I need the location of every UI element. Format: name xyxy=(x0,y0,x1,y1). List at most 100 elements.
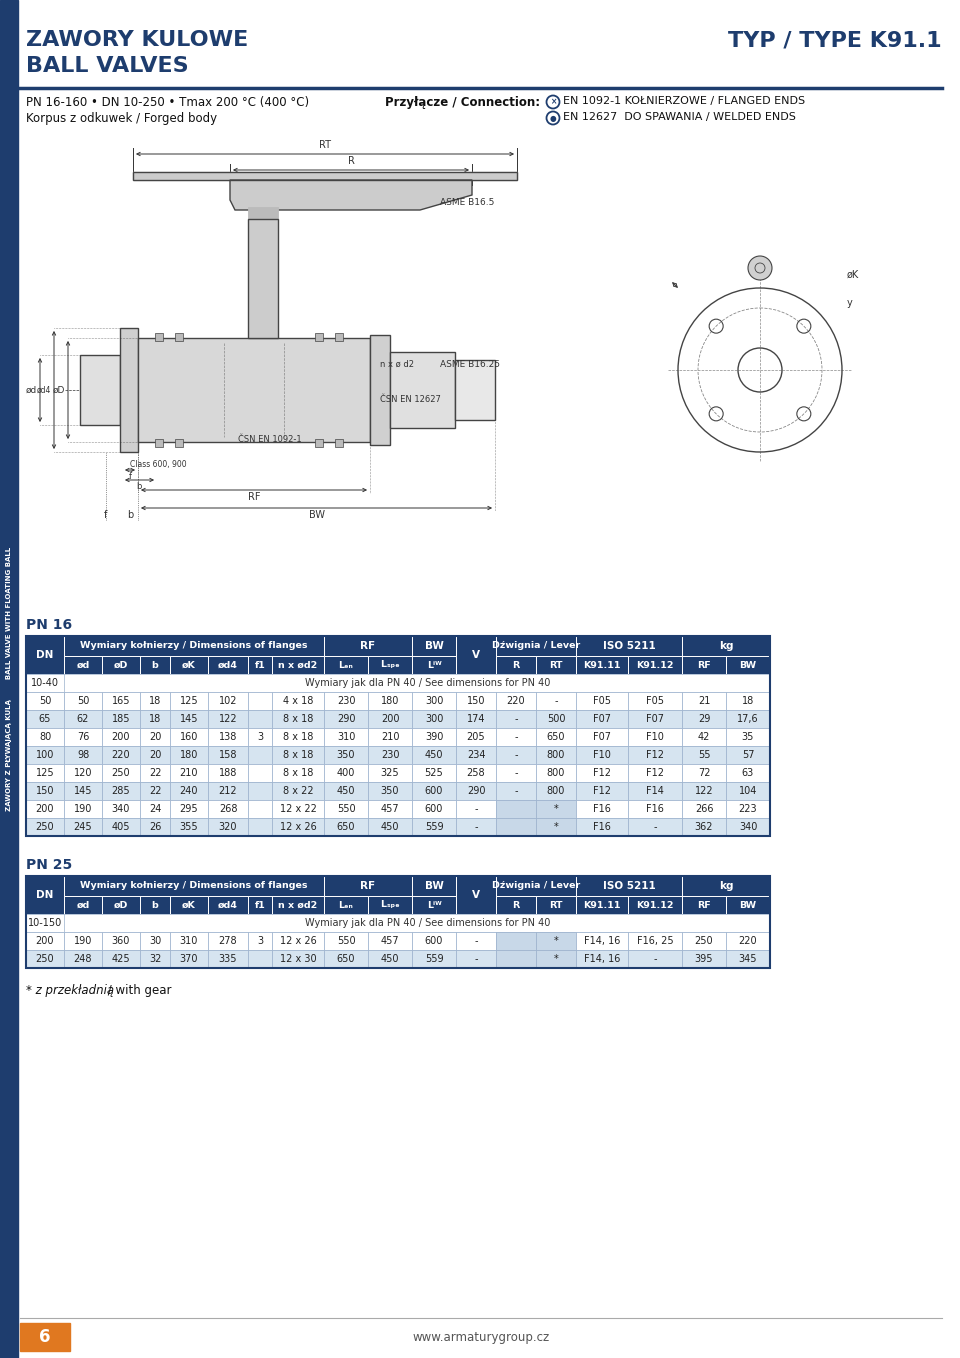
Bar xyxy=(496,746,536,765)
Text: Lₛₚₑ⁣: Lₛₚₑ⁣ xyxy=(381,900,399,910)
Text: 350: 350 xyxy=(381,786,399,796)
Bar xyxy=(324,782,368,800)
Bar xyxy=(248,800,272,818)
Bar xyxy=(248,818,272,837)
Text: 600: 600 xyxy=(425,936,444,947)
Bar xyxy=(368,800,412,818)
Text: 145: 145 xyxy=(74,786,92,796)
Bar xyxy=(324,765,368,782)
Bar xyxy=(682,636,770,656)
Text: 525: 525 xyxy=(424,769,444,778)
Bar xyxy=(272,728,324,746)
Bar xyxy=(248,932,272,951)
Text: F16: F16 xyxy=(593,804,611,813)
Bar xyxy=(726,656,770,674)
Bar xyxy=(536,728,576,746)
Bar xyxy=(628,746,682,765)
Bar xyxy=(412,746,456,765)
Bar xyxy=(576,728,628,746)
Bar xyxy=(102,765,140,782)
Text: 240: 240 xyxy=(180,786,199,796)
Bar xyxy=(248,206,278,219)
Text: 250: 250 xyxy=(36,955,55,964)
Bar xyxy=(536,746,576,765)
Text: K91.11: K91.11 xyxy=(584,660,621,669)
Text: Lⁱᵂ: Lⁱᵂ xyxy=(426,900,442,910)
Text: BALL VALVES: BALL VALVES xyxy=(26,56,188,76)
Text: 800: 800 xyxy=(547,769,565,778)
Text: 21: 21 xyxy=(698,697,710,706)
Text: V: V xyxy=(472,650,480,660)
Bar xyxy=(64,896,102,914)
Text: 8 x 18: 8 x 18 xyxy=(283,732,313,741)
Text: 158: 158 xyxy=(219,750,237,760)
Bar xyxy=(368,951,412,968)
Bar xyxy=(80,354,120,425)
Bar xyxy=(496,693,536,710)
Bar xyxy=(496,876,576,896)
Bar xyxy=(315,333,323,341)
Bar xyxy=(412,656,456,674)
Text: 20: 20 xyxy=(149,750,161,760)
Bar xyxy=(368,728,412,746)
Text: 310: 310 xyxy=(337,732,355,741)
Text: 600: 600 xyxy=(425,786,444,796)
Text: RT: RT xyxy=(549,900,563,910)
Bar xyxy=(682,800,726,818)
Bar xyxy=(248,728,272,746)
Text: 10-40: 10-40 xyxy=(31,678,59,689)
Text: øD: øD xyxy=(53,386,65,395)
Bar xyxy=(248,782,272,800)
Bar xyxy=(170,932,208,951)
Text: 50: 50 xyxy=(38,697,51,706)
Bar xyxy=(536,951,576,968)
Text: 12 x 26: 12 x 26 xyxy=(279,822,317,832)
Text: f: f xyxy=(105,511,108,520)
Text: 450: 450 xyxy=(381,955,399,964)
Text: 350: 350 xyxy=(337,750,355,760)
Bar xyxy=(456,932,496,951)
Bar xyxy=(64,710,102,728)
Text: -: - xyxy=(515,714,517,724)
Text: 3: 3 xyxy=(257,936,263,947)
Text: 250: 250 xyxy=(36,822,55,832)
Text: F10: F10 xyxy=(593,750,611,760)
Text: 18: 18 xyxy=(149,714,161,724)
Text: øK: øK xyxy=(182,900,196,910)
Bar xyxy=(412,693,456,710)
Text: * z przekładnią: * z przekładnią xyxy=(26,985,114,997)
Bar xyxy=(208,896,248,914)
Text: R: R xyxy=(513,660,519,669)
Text: BW: BW xyxy=(424,641,444,650)
Bar xyxy=(628,710,682,728)
Bar xyxy=(248,951,272,968)
Text: 205: 205 xyxy=(467,732,486,741)
Bar xyxy=(170,818,208,837)
Text: 650: 650 xyxy=(337,822,355,832)
Bar xyxy=(272,896,324,914)
Text: ČSN EN 12627: ČSN EN 12627 xyxy=(380,395,441,403)
Bar xyxy=(576,765,628,782)
Text: F07: F07 xyxy=(593,732,611,741)
Text: 248: 248 xyxy=(74,955,92,964)
Bar xyxy=(628,800,682,818)
Bar xyxy=(324,746,368,765)
Bar xyxy=(26,800,64,818)
Text: 150: 150 xyxy=(467,697,485,706)
Text: 210: 210 xyxy=(180,769,199,778)
Text: F10: F10 xyxy=(646,732,664,741)
Text: 340: 340 xyxy=(739,822,757,832)
Bar xyxy=(175,439,183,447)
Text: Przyłącze / Connection:: Przyłącze / Connection: xyxy=(385,96,540,109)
Bar xyxy=(26,914,64,932)
Text: 188: 188 xyxy=(219,769,237,778)
Bar xyxy=(272,818,324,837)
Bar xyxy=(170,746,208,765)
Text: f1: f1 xyxy=(254,900,265,910)
Bar xyxy=(64,951,102,968)
Bar xyxy=(208,710,248,728)
Text: F12: F12 xyxy=(646,750,664,760)
Bar xyxy=(208,656,248,674)
Text: 230: 230 xyxy=(337,697,355,706)
Bar xyxy=(576,876,682,896)
